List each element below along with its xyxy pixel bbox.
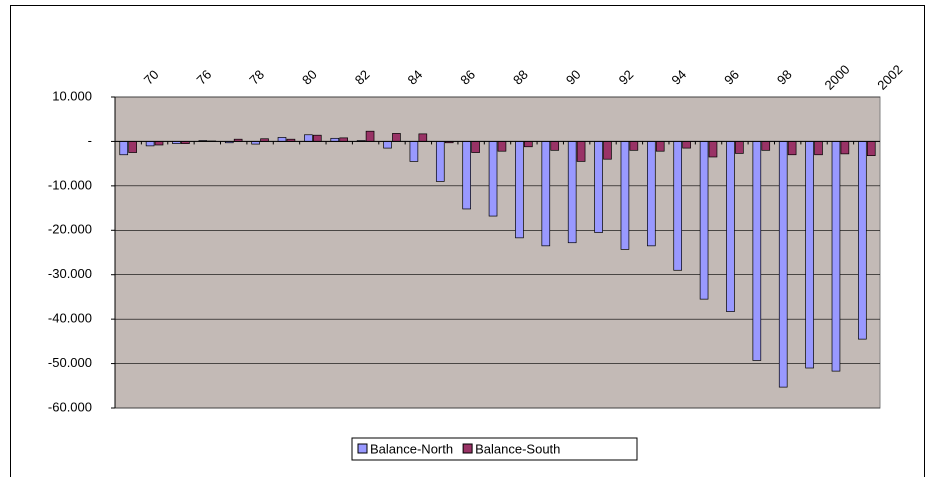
legend-box [351, 437, 638, 461]
bar [620, 141, 630, 250]
bar [787, 141, 797, 156]
bar [488, 141, 498, 217]
bar [682, 141, 691, 149]
bar [778, 141, 788, 388]
bar [699, 141, 709, 300]
bar [435, 141, 445, 182]
bar [840, 141, 850, 155]
legend-swatch [462, 443, 473, 454]
bar [567, 141, 577, 244]
bar [708, 141, 718, 158]
y-tick-label: -30.000 [48, 266, 92, 281]
plot-area [114, 96, 881, 409]
bar [524, 141, 533, 148]
bar [471, 141, 480, 153]
bar [858, 141, 867, 340]
bar [831, 141, 841, 372]
bar [594, 141, 603, 233]
bar [576, 141, 586, 162]
bar [814, 141, 823, 156]
bar [735, 141, 744, 154]
y-tick-label: 10.000 [52, 88, 92, 103]
bar [128, 141, 137, 153]
bar [726, 141, 735, 312]
bar [392, 133, 401, 142]
bar [145, 141, 155, 147]
bar [603, 141, 612, 160]
bar [277, 137, 287, 142]
bar [418, 133, 428, 142]
bar [629, 141, 639, 151]
bar [339, 137, 348, 142]
bar [866, 141, 876, 156]
bar [119, 141, 129, 156]
bar [550, 141, 560, 151]
legend-label: Balance-South [475, 441, 560, 456]
legend-label: Balance-North [370, 441, 453, 456]
y-tick-label: -20.000 [48, 222, 92, 237]
bar [312, 134, 322, 142]
bar [383, 141, 392, 149]
bar [515, 141, 524, 239]
bar [761, 141, 771, 151]
bar [541, 141, 551, 247]
y-tick-label: - [88, 133, 92, 148]
y-tick-label: -10.000 [48, 177, 92, 192]
bar [154, 141, 164, 146]
bar [673, 141, 683, 271]
bar [752, 141, 762, 361]
bar [647, 141, 656, 247]
bar [497, 141, 507, 152]
bar [365, 130, 375, 142]
bar [304, 134, 313, 142]
y-tick-label: -50.000 [48, 355, 92, 370]
y-tick-label: -60.000 [48, 399, 92, 414]
bar [462, 141, 471, 210]
bar [409, 141, 419, 162]
y-tick-label: -40.000 [48, 311, 92, 326]
legend-swatch [357, 443, 368, 454]
bar [805, 141, 814, 369]
bar [655, 141, 665, 152]
